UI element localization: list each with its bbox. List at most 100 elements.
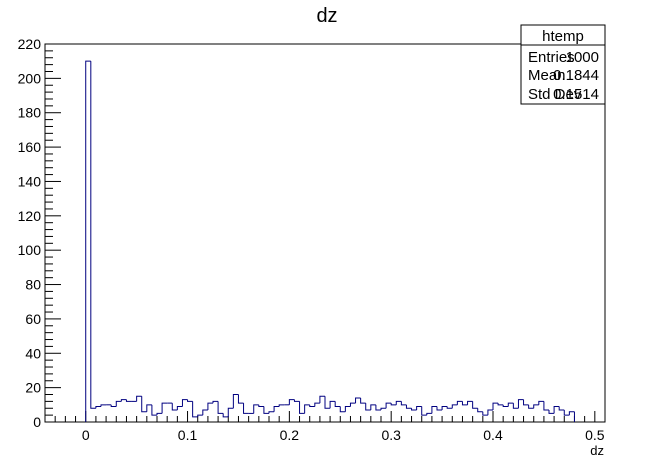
histogram-bin — [533, 404, 539, 409]
x-tick-label: 0.2 — [280, 427, 300, 443]
histogram-bin — [512, 403, 519, 409]
histogram-bin — [380, 407, 387, 410]
stats-stddev-value: 0.1514 — [553, 86, 599, 103]
y-tick-label: 40 — [25, 345, 41, 361]
histogram-bin — [395, 400, 402, 405]
histogram-bin — [487, 409, 493, 416]
histogram-bin — [502, 404, 509, 408]
x-tick-label: 0.1 — [178, 427, 198, 443]
x-axis-label: dz — [590, 443, 604, 458]
plot-frame — [44, 43, 606, 423]
histogram-bin — [538, 400, 544, 405]
histogram-bin — [482, 411, 488, 416]
histogram-bin — [212, 400, 219, 404]
histogram-bin — [110, 404, 117, 408]
chart-title: dz — [316, 5, 337, 27]
histogram-bin — [563, 409, 570, 416]
histogram-bin — [517, 399, 524, 409]
histogram-bin — [141, 396, 147, 413]
histogram-bin — [115, 400, 122, 407]
y-tick-label: 160 — [18, 139, 42, 155]
y-tick-label: 20 — [25, 380, 41, 396]
histogram-bin — [253, 404, 259, 414]
histogram-bin — [528, 404, 534, 409]
x-tick-label: 0 — [82, 427, 90, 443]
histogram-bin — [309, 404, 315, 408]
histogram-bin — [400, 401, 407, 406]
histogram-bin — [125, 399, 132, 402]
histogram-bin — [426, 412, 432, 416]
histogram-bin — [370, 404, 376, 410]
y-tick-label: 80 — [25, 277, 41, 293]
histogram-bin — [568, 411, 575, 416]
histogram-bin — [243, 403, 249, 414]
histogram-bin — [222, 413, 229, 418]
histogram-bin — [176, 406, 183, 410]
histogram-bin — [411, 408, 417, 411]
histogram-bin — [278, 404, 285, 407]
histogram-bin — [192, 401, 198, 418]
x-tick-label: 0.5 — [585, 427, 605, 443]
y-tick-label: 120 — [18, 208, 42, 224]
histogram-bin — [100, 404, 107, 407]
histogram-bin — [304, 404, 310, 414]
histogram-bin — [263, 406, 269, 414]
axis-tick-labels: 0 20 40 60 80 100 120 140 160 180 200 220 0 0.1 0.2 0.3… — [18, 36, 605, 443]
histogram-bin — [156, 412, 163, 416]
y-tick-label: 60 — [25, 311, 41, 327]
y-tick-label: 100 — [18, 242, 42, 258]
stats-box-name: htemp — [542, 28, 584, 45]
histogram-bin — [477, 408, 483, 413]
y-tick-label: 140 — [18, 173, 42, 189]
axis-ticks — [44, 43, 606, 423]
histogram-bin — [507, 402, 514, 407]
histogram-bins — [85, 60, 575, 422]
histogram-bin — [207, 402, 213, 410]
histogram-bin — [171, 403, 178, 411]
histogram-bin — [436, 406, 443, 411]
histogram-bin — [390, 403, 397, 406]
histogram-bin — [451, 404, 458, 409]
histogram-bin — [360, 397, 366, 404]
histogram-bin — [421, 406, 427, 416]
histogram-bin — [365, 403, 371, 411]
histogram-bin — [181, 399, 188, 407]
histogram-bin — [314, 402, 320, 407]
x-tick-label: 0.3 — [381, 427, 401, 443]
histogram-bin — [461, 401, 468, 406]
y-tick-label: 0 — [33, 414, 41, 430]
histogram-bin — [232, 394, 239, 409]
histogram-bin — [344, 406, 351, 412]
histogram-bin — [319, 395, 325, 404]
histogram-bin — [355, 397, 361, 404]
histogram-bin — [334, 401, 341, 408]
histogram-bin — [217, 401, 224, 414]
histogram-bin — [523, 399, 529, 406]
histogram-bin — [299, 401, 305, 414]
histogram-bin — [416, 406, 422, 410]
histogram-bin — [146, 404, 152, 412]
histogram-bin — [90, 61, 96, 409]
histogram-bin — [273, 406, 280, 412]
histogram-bin — [202, 409, 208, 416]
histogram-bin — [120, 399, 127, 402]
histogram-bin — [431, 406, 437, 414]
histogram-bin — [293, 399, 300, 402]
histogram-bin — [446, 406, 453, 409]
y-tick-label: 180 — [18, 105, 42, 121]
histogram-bin — [329, 400, 336, 409]
stats-entries-label: Entries — [528, 49, 575, 66]
stats-mean-label: Mean — [528, 67, 566, 84]
histogram-bin — [95, 406, 101, 409]
histogram-bin — [456, 400, 463, 405]
histogram-bin — [187, 399, 193, 402]
histogram-bin — [543, 401, 549, 411]
histogram-bin — [339, 406, 346, 413]
stats-entries-value: 1000 — [566, 49, 599, 66]
stats-box: htemp Entries 1000 Mean 0.1844 Std Dev 0… — [520, 24, 606, 105]
histogram-bin — [472, 401, 478, 409]
histogram-bin — [85, 60, 91, 422]
stats-mean-value: 0.1844 — [553, 67, 599, 84]
y-tick-label: 200 — [18, 70, 42, 86]
